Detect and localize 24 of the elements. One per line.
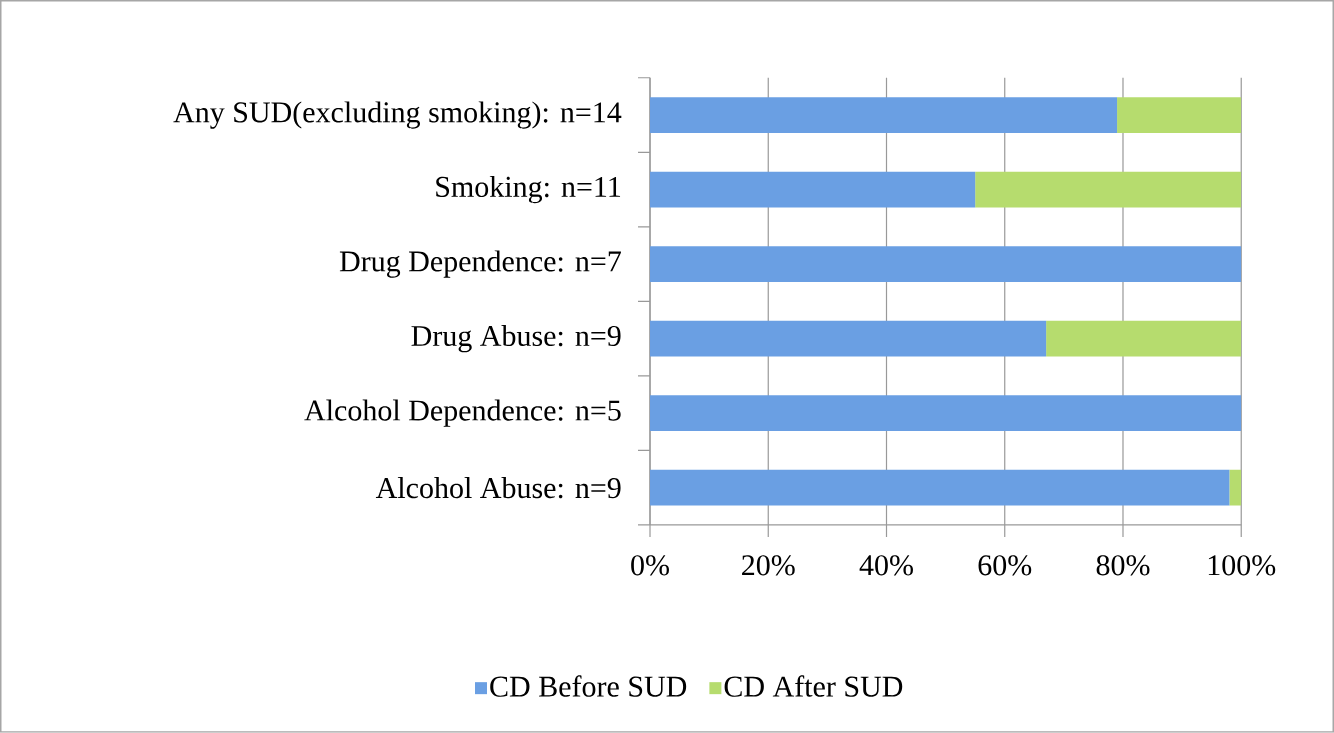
bar (650, 395, 1242, 432)
bar (650, 469, 1230, 506)
legend-label: CD After SUD (724, 675, 903, 697)
bar (1229, 469, 1242, 506)
x-tick-label: 0% (631, 555, 669, 576)
y-tick-label: Any SUD(excluding smoking): n=14 (173, 101, 622, 129)
bar (650, 246, 1242, 283)
bar (1117, 97, 1242, 134)
bar (650, 171, 976, 208)
bar (1046, 320, 1242, 357)
bar (650, 97, 1118, 134)
y-tick-label: Drug Abuse: n=9 (411, 325, 621, 353)
y-tick-label: Smoking: n=11 (436, 176, 621, 204)
y-tick-label: Alcohol Dependence: n=5 (304, 399, 621, 427)
y-tick-label: Alcohol Abuse: n=9 (375, 477, 621, 499)
x-tick-label: 20% (742, 555, 795, 576)
x-tick-label: 60% (978, 555, 1032, 576)
bar (650, 320, 1047, 357)
x-tick-label: 40% (859, 555, 913, 576)
legend-label: CD Before SUD (490, 675, 687, 697)
y-tick-label: Drug Dependence: n=7 (339, 250, 621, 278)
x-tick-label: 80% (1096, 555, 1150, 576)
bar (975, 171, 1242, 208)
x-tick-label: 100% (1208, 555, 1276, 576)
